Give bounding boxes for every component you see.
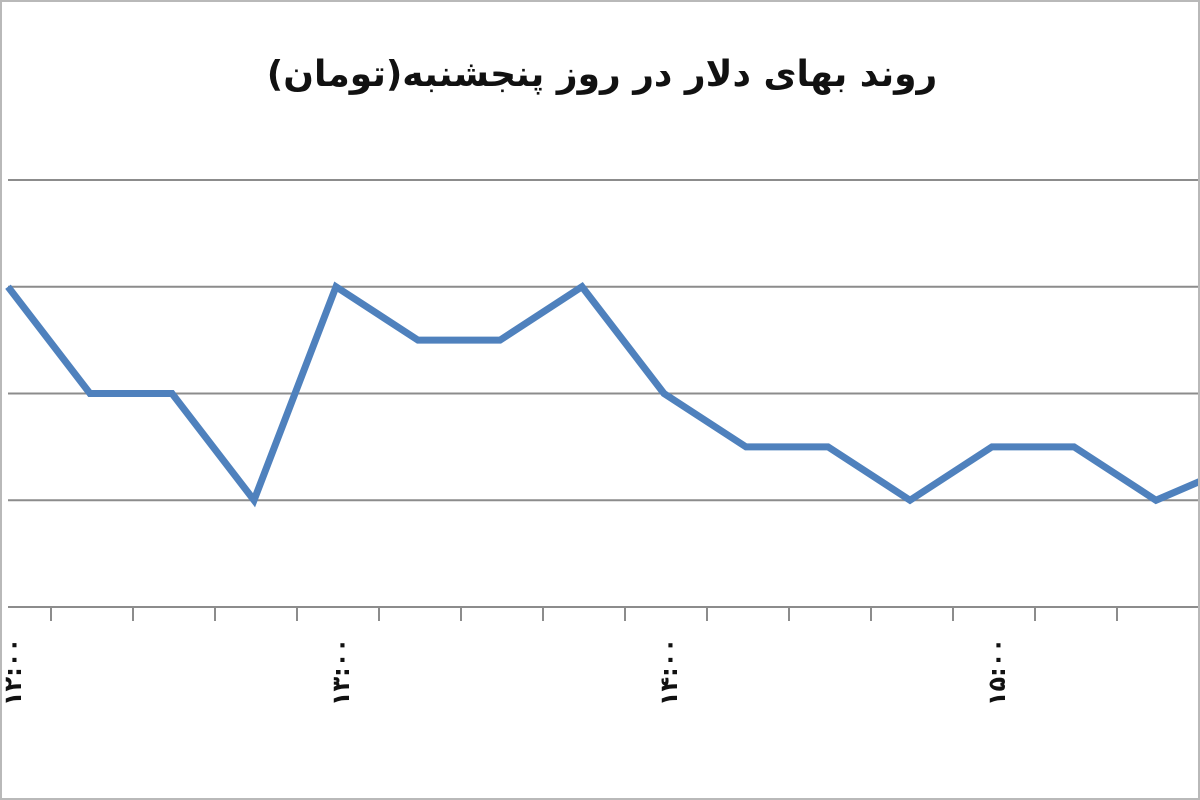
x-tick-label: ۱۲:۰۰ [2,638,27,706]
chart-title: روند بهای دلار در روز پنجشنبه(تومان) [266,54,938,95]
x-tick-labels: ۱۲:۰۰ ۱۳:۰۰ ۱۴:۰۰ ۱۵:۰۰ [2,638,1011,706]
x-tick-label: ۱۵:۰۰ [983,638,1011,706]
x-axis [8,606,1198,621]
x-tick-label: ۱۴:۰۰ [655,638,683,706]
series-line [5,281,1198,508]
gridlines [8,179,1198,502]
series-layer [5,281,1198,508]
x-tick-label: ۱۳:۰۰ [327,638,355,706]
